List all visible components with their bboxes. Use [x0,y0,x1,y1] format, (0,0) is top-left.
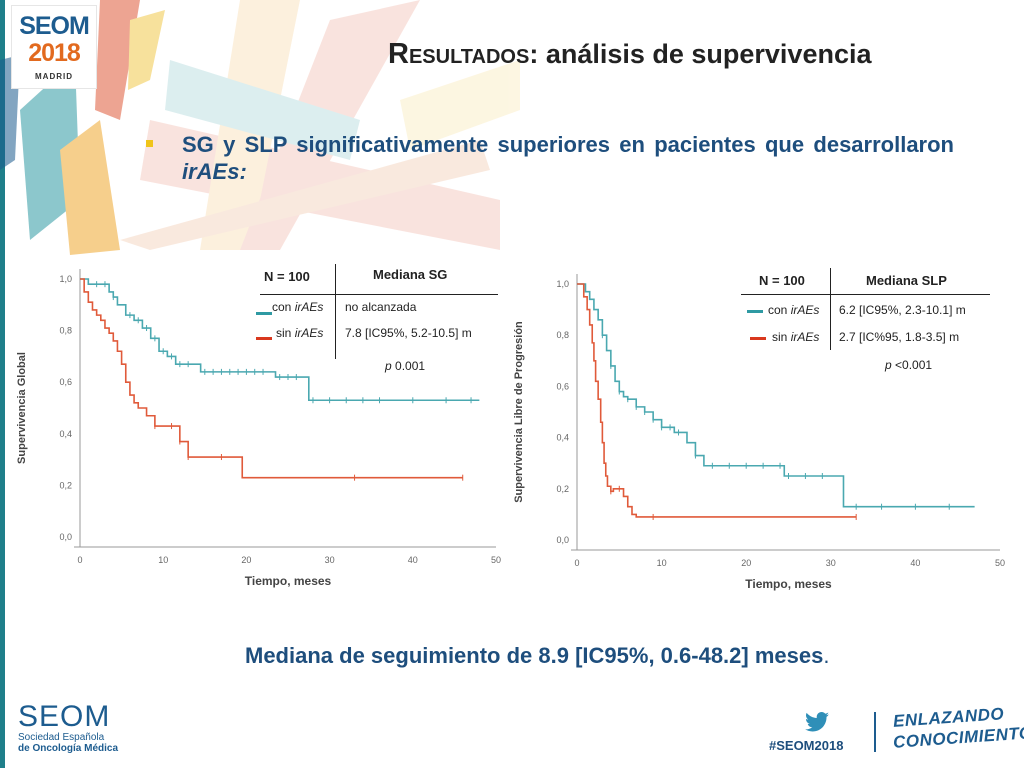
pfs-row1-italic: irAEs [790,303,820,317]
pfs-row2-prefix: sin [772,330,791,344]
seom-2018-logo: SEOM 2018 MADRID [12,6,96,88]
os-kaplan-meier-chart: 0,0 0,2 0,4 0,6 0,8 1,0 0 10 20 30 40 50 Tiempo, mes… [16,269,501,588]
slide-title: Resultados: análisis de supervivencia [388,38,872,71]
os-y-tick-label: 0,8 [59,326,72,336]
logo-year-text: 2018 [28,39,81,67]
pfs-n-label: N = 100 [759,273,805,288]
os-row1-label: con irAEs [272,300,323,314]
pfs-row1-prefix: con [768,303,791,317]
pfs-kaplan-meier-chart: 0,0 0,2 0,4 0,6 0,8 1,0 0 10 20 30 40 50 Tiempo, mes… [513,274,1005,591]
os-y-tick-label: 0,6 [59,377,72,387]
os-y-axis-label: Supervivencia Global [16,352,28,464]
pfs-x-tick-label: 0 [574,558,579,568]
os-row2-value: 7.8 [IC95%, 5.2-10.5] m [345,326,472,340]
pfs-p-value: p <0.001 [885,358,932,372]
os-x-tick-label: 40 [408,555,418,565]
os-x-tick-label: 20 [241,555,251,565]
os-row1-italic: irAEs [294,300,324,314]
follow-up-footnote: Mediana de seguimiento de 8.9 [IC95%, 0.… [245,643,829,669]
pfs-y-tick-label: 0,4 [556,433,569,443]
pfs-row2-value: 2.7 [IC%95, 1.8-3.5] m [839,330,960,344]
pfs-col-header: Mediana SLP [866,273,947,288]
logo-city-text: MADRID [35,72,73,81]
pfs-x-tick-label: 20 [741,558,751,568]
pfs-con-irAEs-curve [577,283,975,508]
footer-divider [874,712,876,752]
os-x-tick-label: 10 [158,555,168,565]
os-stats-table: N = 100 Mediana SG con irAEs no alcanzad… [256,264,500,374]
footnote-period: . [823,643,830,668]
pfs-x-tick-label: 40 [910,558,920,568]
pfs-y-axis-label: Supervivencia Libre de Progresión [513,321,525,503]
logo-seom-text: SEOM [19,12,90,40]
pfs-p-number: <0.001 [891,358,933,372]
footer-sub1: Sociedad Española [18,732,105,743]
pfs-con-swatch [747,310,763,313]
pfs-y-tick-label: 0,2 [556,484,569,494]
pfs-table-vrule [830,268,831,350]
os-n-label: N = 100 [264,269,310,284]
os-x-axis-label: Tiempo, meses [245,574,332,588]
title-rest: : análisis de supervivencia [529,39,872,69]
pfs-x-tick-label: 10 [657,558,667,568]
os-x-tick-label: 0 [77,555,82,565]
bullet-text-line2: irAEs: [182,159,247,184]
pfs-y-tick-label: 0,8 [556,330,569,340]
pfs-y-tick-label: 0,6 [556,381,569,391]
title-smallcaps: esultados [408,46,530,68]
pfs-stats-table: N = 100 Mediana SLP con irAEs 6.2 [IC95%… [741,268,991,378]
os-con-swatch [256,312,272,315]
pfs-p-label: p [885,358,892,372]
title-first-letter: R [388,38,409,70]
pfs-row1-value: 6.2 [IC95%, 2.3-10.1] m [839,303,966,317]
os-y-tick-label: 0,4 [59,429,72,439]
os-x-tick-label: 30 [325,555,335,565]
footnote-text: Mediana de seguimiento de 8.9 [IC95%, 0.… [245,643,824,668]
os-y-tick-label: 0,2 [59,480,72,490]
pfs-sin-swatch [750,337,766,340]
pfs-row2-label: sin irAEs [772,330,819,344]
footer-sub2: de Oncología Médica [18,743,119,754]
os-y-tick-label: 1,0 [59,274,72,284]
os-row1-prefix: con [272,300,295,314]
decorative-background [0,0,520,255]
pfs-chart-panel: 0,0 0,2 0,4 0,6 0,8 1,0 0 10 20 30 40 50 Tiempo, mes… [504,260,1022,595]
os-row1-value: no alcanzada [345,300,417,314]
os-row2-italic: irAEs [294,326,324,340]
os-p-label: p [385,359,392,373]
os-table-vrule [335,264,336,359]
hashtag-text: #SEOM2018 [769,738,844,753]
pfs-x-axis-label: Tiempo, meses [745,577,832,591]
twitter-icon [805,712,829,732]
footer-seom-subtitle: Sociedad Española de Oncología Médica [18,732,118,754]
pfs-y-tick-label: 1,0 [556,279,569,289]
pfs-x-tick-label: 50 [995,558,1005,568]
os-x-tick-label: 50 [491,555,501,565]
os-row2-label: sin irAEs [276,326,323,340]
footer-seom-logo: SEOM [18,700,111,733]
os-p-number: 0.001 [391,359,426,373]
pfs-sin-irAEs-curve [577,283,857,518]
os-y-tick-label: 0,0 [59,532,72,542]
pfs-x-tick-label: 30 [826,558,836,568]
left-accent-stripe [0,0,5,768]
os-row2-prefix: sin [276,326,295,340]
os-col-header: Mediana SG [373,267,448,282]
os-sin-swatch [256,337,272,340]
pfs-table-rule [741,294,990,295]
os-con-irAEs-curve [80,278,480,402]
os-p-value: p 0.001 [385,359,425,373]
pfs-row1-label: con irAEs [768,303,819,317]
bullet-square-icon [146,140,153,147]
pfs-row2-italic: irAEs [790,330,820,344]
os-chart-panel: 0,0 0,2 0,4 0,6 0,8 1,0 0 10 20 30 40 50 Tiempo, mes… [10,260,502,590]
pfs-y-tick-label: 0,0 [556,535,569,545]
os-sin-irAEs-curve [80,278,463,479]
bullet-text-line1: SG y SLP significativamente superiores e… [182,132,954,157]
os-table-rule [260,294,498,295]
